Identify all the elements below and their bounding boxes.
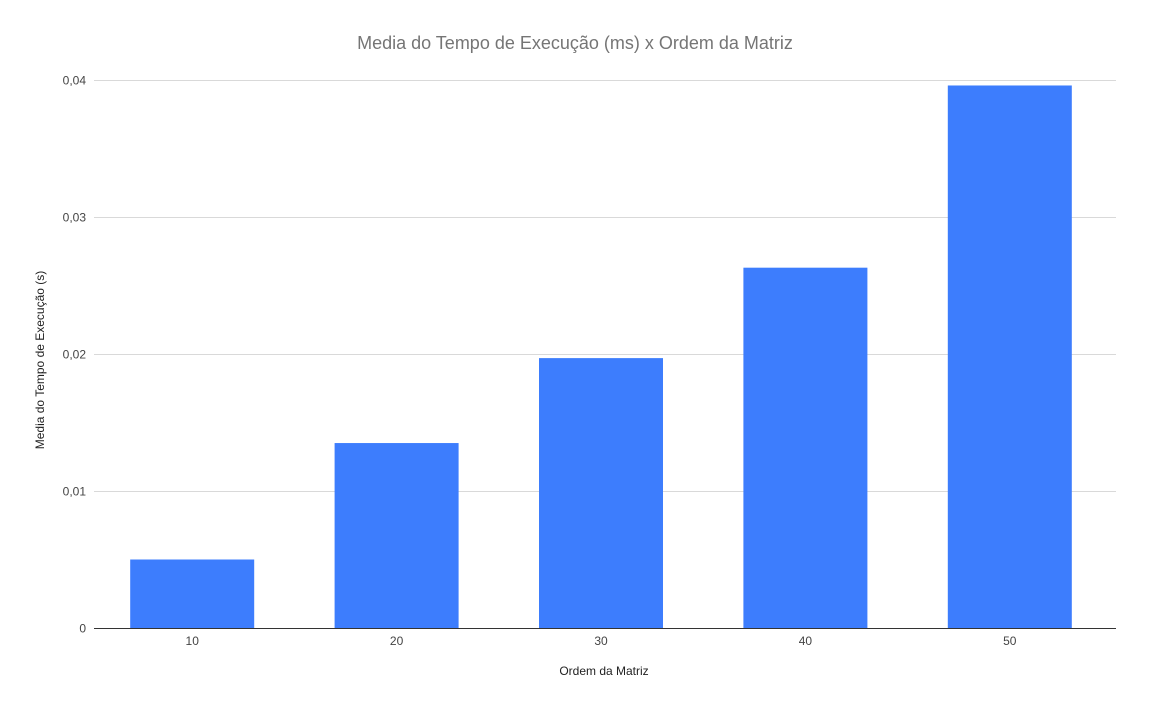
bar-40	[743, 267, 868, 628]
y-tick-label: 0,01	[63, 485, 87, 499]
x-tick-label: 30	[594, 634, 608, 648]
y-axis-label: Media do Tempo de Execução (s)	[33, 271, 47, 450]
x-tick-label: 10	[186, 634, 200, 648]
y-tick-label: 0,03	[63, 211, 87, 225]
y-axis-ticks: 0 0,01 0,02 0,03 0,04	[63, 74, 87, 636]
x-tick-label: 20	[390, 634, 404, 648]
chart-title: Media do Tempo de Execução (ms) x Ordem …	[357, 33, 793, 53]
y-tick-label: 0	[79, 622, 86, 636]
x-axis-ticks: 10 20 30 40 50	[186, 634, 1017, 648]
bars	[130, 85, 1072, 629]
y-tick-label: 0,04	[63, 74, 87, 88]
bar-20	[334, 443, 459, 628]
y-tick-label: 0,02	[63, 348, 87, 362]
bar-30	[539, 358, 663, 628]
bar-50	[947, 85, 1072, 629]
bar-10	[130, 559, 255, 628]
x-axis-label: Ordem da Matriz	[559, 664, 648, 678]
x-tick-label: 40	[799, 634, 813, 648]
x-tick-label: 50	[1003, 634, 1017, 648]
